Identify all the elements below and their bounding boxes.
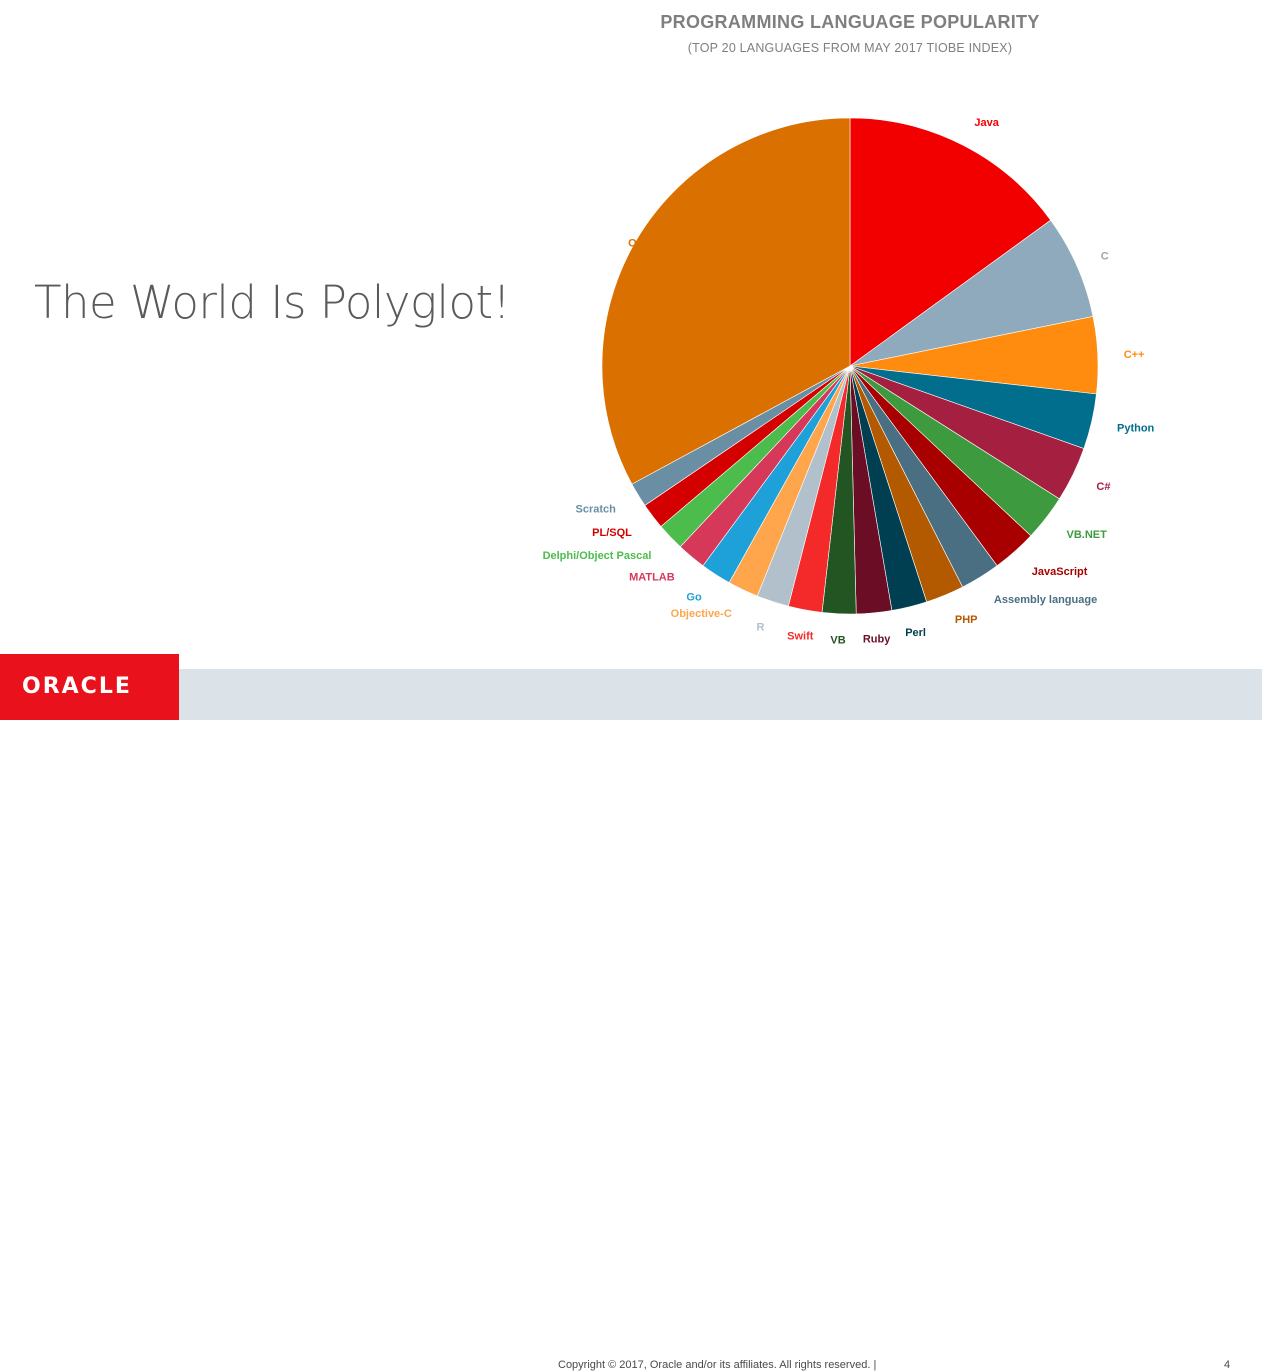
label-python: Python: [1117, 423, 1155, 435]
slide-heading: The World Is Polyglot!: [34, 276, 511, 329]
slice-java: [849, 117, 1052, 367]
label-objective-c: Objective-C: [671, 608, 732, 620]
label-php: PHP: [955, 614, 978, 626]
label-delphi-object-pascal: Delphi/Object Pascal: [543, 550, 652, 562]
label-c: C++: [1124, 349, 1145, 361]
label-scratch: Scratch: [576, 503, 617, 515]
label-vb: VB: [830, 635, 845, 647]
label-pl-sql: PL/SQL: [592, 527, 632, 539]
label-java: Java: [974, 117, 999, 129]
slice-others: [601, 117, 851, 485]
label-perl: Perl: [905, 627, 926, 639]
label-others: Others: [628, 237, 663, 249]
label-matlab: MATLAB: [629, 572, 675, 584]
page-number: 4: [1224, 1359, 1231, 1371]
label-assembly-language: Assembly language: [994, 594, 1097, 606]
pie-chart: Java C C++ Python C# VB.NET JavaScript Assembly…: [543, 117, 1155, 647]
label-ruby: Ruby: [863, 634, 891, 646]
copyright-text: Copyright © 2017, Oracle and/or its affi…: [558, 1359, 877, 1371]
pie-slices: [601, 117, 1099, 615]
footer-bar: Copyright © 2017, Oracle and/or its affi…: [0, 669, 1262, 1371]
chart-subtitle: (TOP 20 LANGUAGES FROM MAY 2017 TIOBE IN…: [687, 41, 1013, 55]
pie-labels: Java C C++ Python C# VB.NET JavaScript Assembly…: [543, 117, 1155, 647]
label-c: C: [1101, 251, 1109, 263]
label-c: C#: [1096, 481, 1110, 493]
label-javascript: JavaScript: [1032, 566, 1088, 578]
slice-c: [849, 219, 1094, 367]
chart-title: PROGRAMMING LANGUAGE POPULARITY: [660, 12, 1040, 32]
oracle-logo: ORACLE: [0, 654, 179, 720]
label-r: R: [757, 621, 765, 633]
label-vb-net: VB.NET: [1067, 529, 1108, 541]
label-swift: Swift: [787, 631, 814, 643]
label-go: Go: [686, 591, 702, 603]
oracle-logo-text: ORACLE: [22, 674, 132, 699]
